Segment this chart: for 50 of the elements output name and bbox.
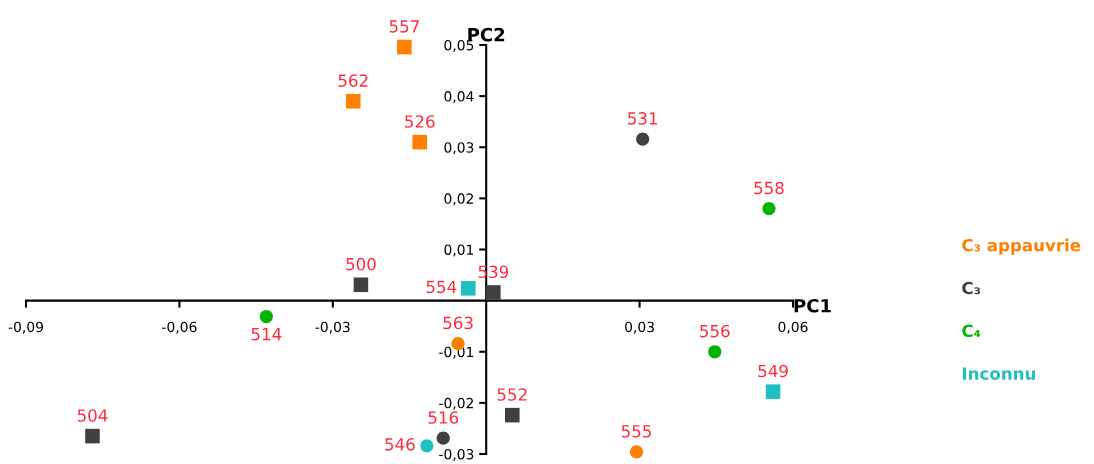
annotation: 549: [758, 364, 788, 378]
point: [353, 277, 369, 293]
annotation: 504: [77, 409, 108, 422]
point: [420, 439, 434, 453]
point: [436, 431, 450, 445]
y-tick-label: -0,03: [439, 448, 474, 461]
annotation: 516: [428, 411, 459, 424]
text: Inconnu: [962, 367, 1035, 380]
annotation: 500: [346, 257, 376, 271]
y-tick-label: 0,02: [444, 193, 473, 206]
text: C₄: [962, 324, 981, 338]
point: [345, 93, 361, 109]
y-tick-label: 0,03: [444, 142, 474, 155]
annotation: 531: [628, 112, 658, 125]
x-tick-label: -0,09: [8, 321, 43, 334]
point: [636, 132, 650, 146]
y-tick-label: 0,04: [444, 91, 474, 104]
annotation: 552: [497, 388, 527, 401]
y-tick-label: 0,05: [444, 39, 474, 52]
y-axis-title: PC2: [468, 27, 505, 42]
annotation: 514: [251, 328, 282, 341]
annotation: 556: [700, 324, 730, 338]
annotation: 555: [621, 425, 651, 438]
point: [708, 345, 722, 359]
point: [762, 202, 776, 216]
annotation: 558: [754, 181, 784, 195]
annotation: 557: [389, 20, 419, 33]
y-tick-label: 0,01: [444, 244, 474, 257]
point: [259, 309, 273, 324]
point: [461, 281, 476, 296]
point: [85, 428, 100, 444]
point: [397, 39, 412, 55]
point: [504, 407, 520, 423]
point: [486, 285, 501, 300]
x-tick-label: -0,03: [315, 321, 350, 334]
x-tick-label: -0,06: [162, 321, 197, 334]
annotation: 563: [443, 316, 473, 330]
annotation: 546: [385, 438, 415, 451]
y-tick-label: -0,02: [439, 397, 473, 410]
annotation: 526: [405, 115, 435, 128]
point: [412, 134, 428, 150]
x-tick-label: 0,03: [625, 321, 654, 334]
point: [629, 445, 644, 459]
annotation: 562: [338, 74, 368, 87]
text: C₃: [962, 281, 981, 295]
text: C₃ appauvrie: [962, 238, 1081, 255]
point: [765, 384, 781, 399]
x-axis-title: PC1: [794, 298, 831, 313]
annotation: 554: [426, 280, 457, 294]
x-tick-label: 0,06: [778, 321, 808, 334]
